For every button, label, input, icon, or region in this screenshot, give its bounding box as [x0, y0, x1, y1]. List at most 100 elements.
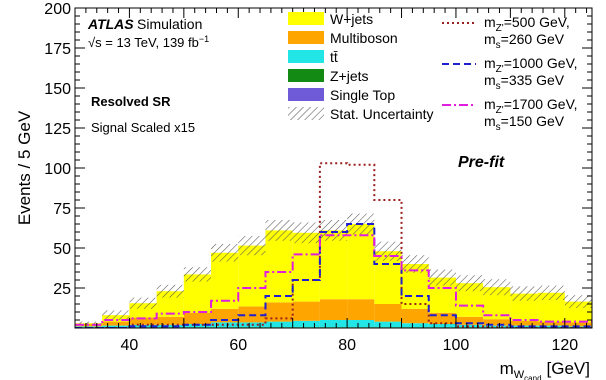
uncertainty-bin-7 — [265, 220, 293, 241]
x-tick-label-100: 100 — [443, 337, 470, 354]
bar-w-jets-10 — [347, 224, 375, 300]
y-tick-label-200: 200 — [44, 1, 71, 18]
legend-label-2: tt̄ — [330, 49, 338, 65]
scaling-label: Signal Scaled x15 — [91, 120, 195, 135]
atlas-logo-text: ATLAS — [87, 16, 134, 32]
prefit-label: Pre-fit — [458, 154, 505, 171]
y-tick-label-125: 125 — [44, 121, 71, 138]
bar-tt--14 — [455, 324, 484, 328]
uncertainty-bin-0 — [75, 321, 103, 325]
y-tick-label-75: 75 — [53, 201, 71, 218]
signal-legend-label-line2-1: ms=335 GeV — [484, 72, 565, 92]
y-tick-label-150: 150 — [44, 81, 71, 98]
uncertainty-bin-14 — [455, 275, 484, 292]
uncertainty-bin-9 — [319, 220, 348, 241]
x-tick-label-80: 80 — [338, 337, 356, 354]
stat-uncertainty-band — [75, 213, 592, 325]
legend-swatch-2 — [288, 50, 324, 63]
bar-multiboson-1 — [102, 321, 130, 326]
bar-multiboson-9 — [319, 299, 348, 320]
uncertainty-bin-1 — [102, 310, 130, 320]
bar-multiboson-8 — [292, 301, 320, 321]
bar-tt--0 — [75, 326, 103, 328]
legend-swatch-0 — [288, 12, 324, 25]
signal-legend-label-line2-0: ms=260 GeV — [484, 31, 565, 51]
uncertainty-bin-18 — [564, 295, 592, 308]
uncertainty-bin-17 — [537, 285, 565, 300]
bar-tt--10 — [347, 320, 375, 328]
signal-legend: mZ'=500 GeV,ms=260 GeV mZ'=1000 GeV,ms=33… — [442, 14, 578, 133]
uncertainty-bin-3 — [156, 284, 184, 298]
uncertainty-bin-8 — [292, 222, 320, 244]
bar-multiboson-15 — [483, 319, 511, 326]
bar-tt--3 — [156, 324, 184, 328]
bar-multiboson-18 — [564, 322, 592, 327]
signal-line-2 — [75, 234, 592, 326]
uncertainty-bin-15 — [483, 279, 511, 296]
bar-multiboson-7 — [265, 302, 293, 322]
bar-tt--1 — [102, 325, 130, 328]
bar-w-jets-6 — [238, 245, 266, 307]
uncertainty-bin-2 — [129, 297, 157, 309]
uncertainty-bin-6 — [238, 236, 266, 256]
bar-multiboson-2 — [129, 317, 157, 325]
uncertainty-bin-11 — [374, 241, 402, 261]
bar-multiboson-12 — [401, 308, 429, 324]
legend-swatch-4 — [288, 88, 324, 101]
signal-legend-label-2: mZ'=1700 GeV, — [484, 96, 578, 116]
atlas-label: ATLAS Simulation √s = 13 TeV, 139 fb−1 R… — [87, 16, 505, 171]
y-tick-label-175: 175 — [44, 41, 71, 58]
legend-swatch-1 — [288, 31, 324, 44]
bar-tt--7 — [265, 321, 293, 328]
bar-multiboson-4 — [183, 312, 212, 324]
bar-tt--9 — [319, 320, 348, 328]
y-tick-label-50: 50 — [53, 241, 71, 258]
bar-w-jets-9 — [319, 230, 348, 300]
signal-line-0 — [75, 162, 592, 328]
bar-multiboson-5 — [211, 308, 239, 323]
signal-legend-label-0: mZ'=500 GeV, — [484, 14, 570, 34]
x-axis-label: mWcand[GeV] — [500, 359, 590, 380]
uncertainty-bin-5 — [211, 244, 239, 262]
y-axis-label: Events / 5 GeV — [15, 110, 34, 225]
signal-legend-label-line2-2: ms=150 GeV — [484, 113, 565, 133]
legend-swatch-5 — [288, 107, 324, 120]
uncertainty-bin-13 — [428, 269, 456, 286]
x-tick-label-40: 40 — [121, 337, 139, 354]
x-tick-label-120: 120 — [551, 337, 578, 354]
y-tick-label-100: 100 — [44, 161, 71, 178]
legend-label-1: Multiboson — [330, 30, 398, 46]
x-tick-label-60: 60 — [229, 337, 247, 354]
legend-label-4: Single Top — [330, 87, 395, 103]
bar-tt--13 — [428, 324, 456, 328]
bar-w-jets-5 — [211, 252, 239, 309]
uncertainty-bin-12 — [401, 255, 429, 273]
bar-tt--8 — [292, 320, 320, 328]
bar-multiboson-3 — [156, 316, 184, 325]
uncertainty-bin-4 — [183, 267, 212, 282]
legend-label-3: Z+jets — [330, 68, 369, 84]
bar-multiboson-16 — [510, 320, 538, 326]
bar-tt--5 — [211, 322, 239, 328]
legend-label-5: Stat. Uncertainty — [330, 106, 434, 122]
bar-multiboson-17 — [537, 321, 565, 326]
legend-swatch-3 — [288, 69, 324, 82]
energy-luminosity-label: √s = 13 TeV, 139 fb−1 — [88, 34, 209, 50]
bar-multiboson-13 — [428, 312, 456, 324]
legend-label-0: W+jets — [330, 11, 373, 27]
signal-legend-label-1: mZ'=1000 GeV, — [484, 55, 578, 75]
bar-tt--11 — [374, 321, 402, 328]
region-label: Resolved SR — [91, 94, 171, 109]
y-tick-label-25: 25 — [53, 281, 71, 298]
background-legend: W+jets Multiboson tt̄ Z+jets Single Top Stat.… — [288, 11, 434, 122]
uncertainty-bin-16 — [510, 286, 538, 301]
bar-w-jets-8 — [292, 232, 320, 302]
x-axis: 40 60 80 100 120 — [74, 8, 588, 354]
bar-multiboson-11 — [374, 304, 402, 322]
simulation-label: Simulation — [137, 16, 202, 32]
bar-multiboson-10 — [347, 299, 375, 320]
bar-tt--12 — [401, 323, 429, 328]
bar-multiboson-14 — [455, 316, 484, 325]
bar-w-jets-7 — [265, 230, 293, 303]
